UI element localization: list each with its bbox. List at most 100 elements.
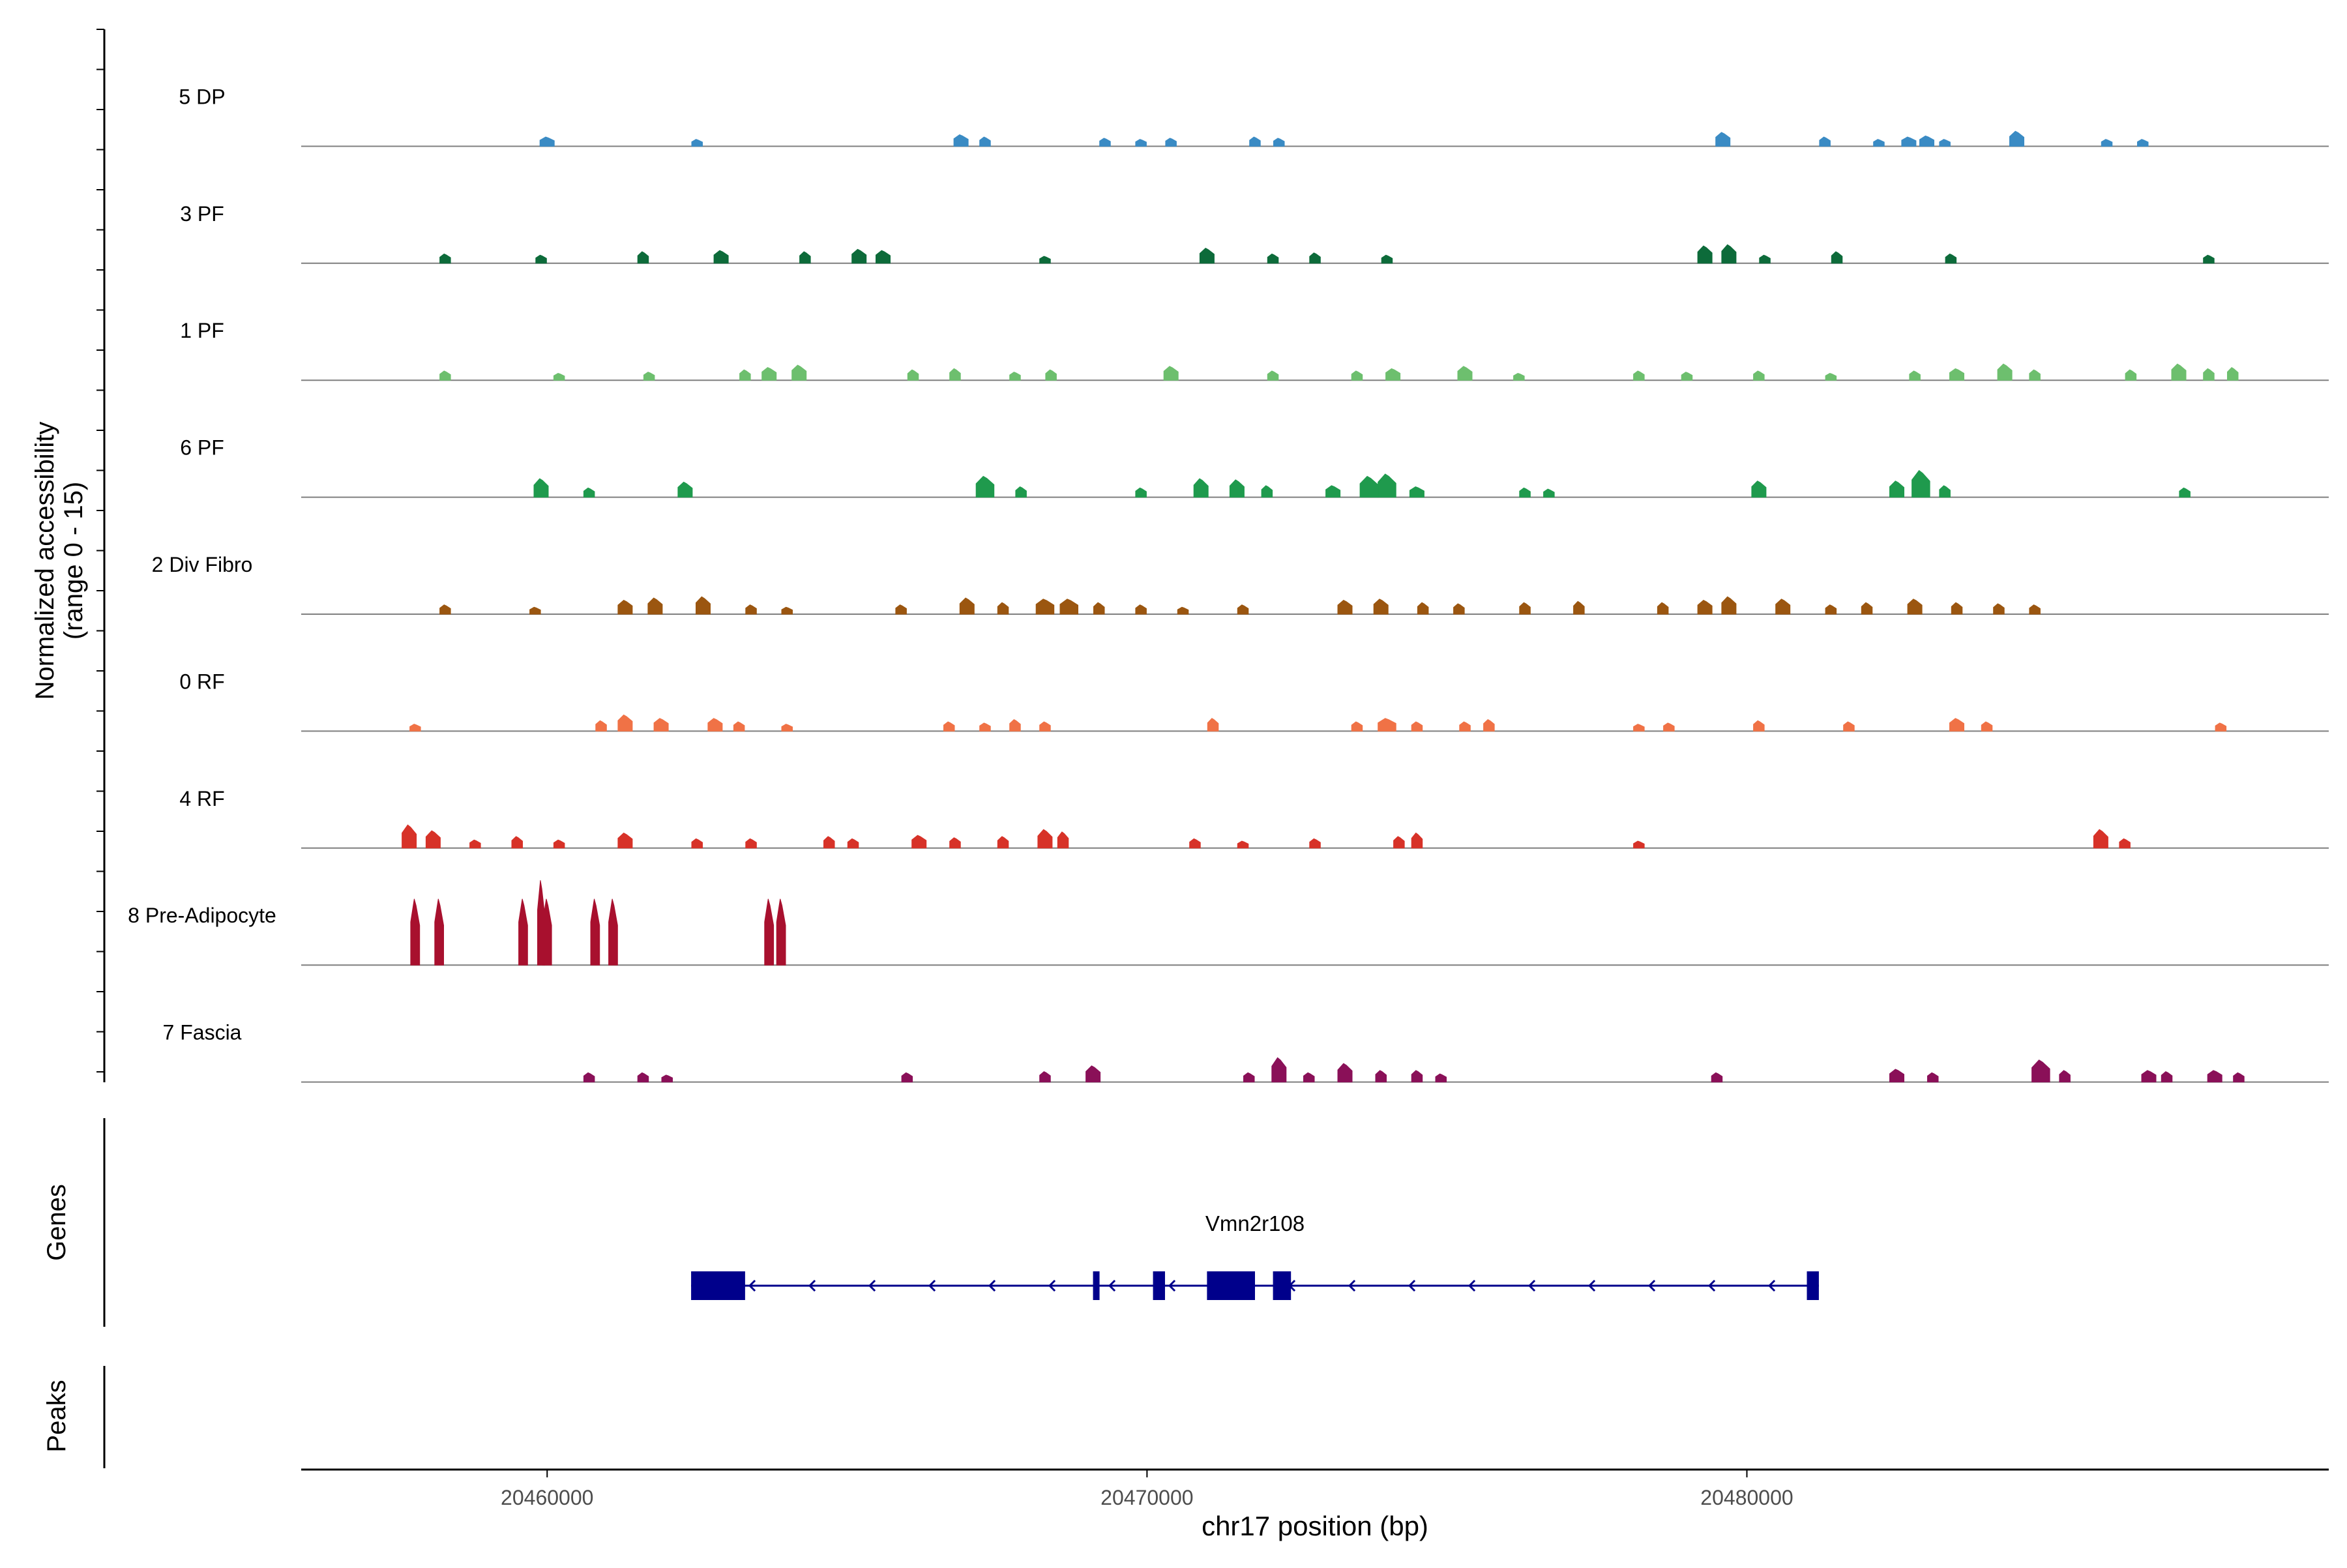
coverage-peak <box>1753 720 1765 732</box>
coverage-peak <box>1015 486 1027 498</box>
coverage-peak <box>1199 247 1215 264</box>
coverage-peak <box>1861 602 1873 615</box>
coverage-peak <box>799 251 811 264</box>
coverage-peak <box>590 898 600 966</box>
coverage-peak <box>781 724 793 732</box>
coverage-peak <box>1411 832 1423 849</box>
coverage-peak <box>1229 479 1245 498</box>
coverage-peak <box>1309 252 1321 264</box>
coverage-peak <box>1909 370 1921 381</box>
coverage-peak <box>1459 721 1471 732</box>
coverage-peak <box>535 254 547 264</box>
coverage-y-ticks <box>96 29 104 1072</box>
coverage-peak <box>876 250 891 264</box>
coverage-peak <box>707 718 723 732</box>
coverage-peak <box>2203 254 2215 264</box>
coverage-peak <box>1751 481 1767 498</box>
coverage-peak <box>979 136 991 147</box>
coverage-peak <box>617 714 633 732</box>
coverage-peak <box>791 364 807 381</box>
coverage-peak <box>1039 1071 1051 1083</box>
coverage-peak <box>1435 1073 1447 1083</box>
coverage-peak <box>949 837 961 849</box>
coverage-peak <box>1519 487 1531 498</box>
x-axis-title: chr17 position (bp) <box>1202 1511 1428 1541</box>
coverage-peak <box>1901 136 1917 147</box>
coverage-peak <box>653 718 669 732</box>
coverage-peak <box>1663 722 1675 732</box>
strand-arrow <box>808 1279 816 1292</box>
coverage-peak <box>1483 718 1495 732</box>
coverage-peak <box>959 597 975 615</box>
coverage-peak <box>781 606 793 615</box>
coverage-peak <box>553 839 565 849</box>
strand-arrow <box>1108 1279 1116 1292</box>
gene-exon <box>1207 1271 1255 1300</box>
coverage-peak <box>439 370 451 381</box>
track-label: 4 RF <box>179 787 224 810</box>
track-label: 1 PF <box>180 319 224 342</box>
coverage-peak <box>1165 138 1177 147</box>
coverage-tracks: 5 DP 3 PF 1 PF 6 PF 2 Div Fibro 0 RF 4 RF 8 Pre… <box>128 85 2329 1083</box>
coverage-peak <box>434 898 444 966</box>
coverage-peak <box>713 250 729 264</box>
coverage-peak <box>1059 599 1078 615</box>
coverage-peak <box>997 602 1009 615</box>
coverage-peak <box>1249 136 1261 147</box>
coverage-peak <box>583 1072 595 1083</box>
coverage-peak <box>1721 244 1737 264</box>
coverage-peak <box>1351 370 1363 381</box>
coverage-peak <box>691 838 703 849</box>
coverage-peak <box>1267 253 1279 264</box>
coverage-peak <box>439 604 451 615</box>
strand-arrow <box>1647 1279 1656 1292</box>
strand-arrow <box>1348 1279 1356 1292</box>
gene-exon <box>1273 1271 1292 1300</box>
coverage-peak <box>553 372 565 381</box>
coverage-peak <box>1819 136 1831 147</box>
coverage-peak <box>1927 1072 1939 1083</box>
track-label: 2 Div Fibro <box>152 553 253 576</box>
coverage-peak <box>761 367 777 381</box>
coverage-peak <box>2031 1059 2050 1083</box>
coverage-peak <box>1393 836 1405 849</box>
coverage-peak <box>2171 363 2187 381</box>
coverage-peak <box>949 368 961 381</box>
strand-arrow <box>1168 1279 1176 1292</box>
coverage-peak <box>1939 485 1951 498</box>
coverage-peak <box>1843 721 1855 732</box>
coverage-peak <box>1907 599 1923 615</box>
coverage-peak <box>1993 603 2005 615</box>
coverage-peak <box>469 839 481 849</box>
coverage-peak <box>2093 829 2108 849</box>
coverage-peak <box>1453 603 1465 615</box>
coverage-peak <box>895 604 907 615</box>
coverage-peak <box>1711 1072 1723 1083</box>
coverage-peak <box>1039 256 1051 264</box>
coverage-peak <box>1303 1072 1315 1083</box>
coverage-peak <box>1045 369 1057 381</box>
coverage-peak <box>1997 363 2013 381</box>
y-axis-title-line2: (range 0 - 15) <box>59 482 88 640</box>
coverage-peak <box>997 836 1009 849</box>
coverage-peak <box>2233 1072 2245 1083</box>
strand-arrow <box>1408 1279 1416 1292</box>
coverage-peak <box>943 721 955 732</box>
coverage-peak <box>979 722 991 732</box>
coverage-peak <box>409 724 421 732</box>
coverage-peak <box>1273 138 1285 147</box>
track-2-div-fibro: 2 Div Fibro <box>152 553 2329 615</box>
coverage-peak <box>1261 485 1273 498</box>
coverage-peak <box>1753 370 1765 381</box>
coverage-peak <box>583 487 595 498</box>
coverage-peak <box>1309 838 1321 849</box>
strand-arrow <box>748 1279 756 1292</box>
coverage-peak <box>764 898 775 966</box>
coverage-peak <box>2101 139 2113 147</box>
coverage-peak <box>617 832 633 849</box>
coverage-peak <box>637 251 649 264</box>
coverage-peak <box>1009 372 1021 381</box>
coverage-peak <box>637 1072 649 1083</box>
